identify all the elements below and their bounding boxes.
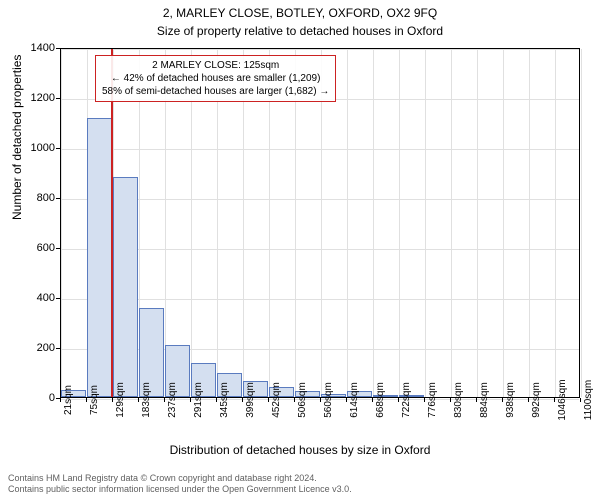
y-tick-label: 0: [15, 392, 55, 404]
y-tick-label: 600: [15, 242, 55, 254]
annotation-line1: 2 MARLEY CLOSE: 125sqm: [102, 59, 329, 72]
x-tick-label: 129sqm: [115, 382, 126, 418]
x-tick-label: 237sqm: [167, 382, 178, 418]
x-tick-label: 506sqm: [297, 382, 308, 418]
histogram-bar: [113, 177, 138, 397]
chart-container: 2, MARLEY CLOSE, BOTLEY, OXFORD, OX2 9FQ…: [0, 0, 600, 500]
x-tick-label: 75sqm: [89, 385, 100, 415]
x-tick-label: 452sqm: [271, 382, 282, 418]
x-tick-label: 291sqm: [193, 382, 204, 418]
x-tick-label: 722sqm: [401, 382, 412, 418]
x-tick-label: 614sqm: [349, 382, 360, 418]
footer-text: Contains HM Land Registry data © Crown c…: [8, 473, 352, 496]
y-tick-label: 1200: [15, 92, 55, 104]
x-tick-label: 776sqm: [427, 382, 438, 418]
y-tick-label: 1400: [15, 42, 55, 54]
x-tick-label: 992sqm: [531, 382, 542, 418]
y-tick-label: 1000: [15, 142, 55, 154]
x-tick-label: 21sqm: [63, 385, 74, 415]
y-tick-label: 400: [15, 292, 55, 304]
x-tick-label: 830sqm: [453, 382, 464, 418]
annotation-line3: 58% of semi-detached houses are larger (…: [102, 85, 329, 98]
x-tick-label: 1046sqm: [557, 379, 568, 420]
x-tick-label: 399sqm: [245, 382, 256, 418]
histogram-bar: [87, 118, 112, 397]
x-tick-label: 183sqm: [141, 382, 152, 418]
x-tick-label: 560sqm: [323, 382, 334, 418]
x-tick-label: 668sqm: [375, 382, 386, 418]
x-tick-label: 1100sqm: [583, 380, 594, 420]
annotation-line2: ← 42% of detached houses are smaller (1,…: [102, 72, 329, 85]
x-tick-label: 884sqm: [479, 382, 490, 418]
x-tick-label: 345sqm: [219, 382, 230, 418]
footer-line2: Contains public sector information licen…: [8, 484, 352, 496]
y-tick-label: 800: [15, 192, 55, 204]
x-tick-label: 938sqm: [505, 382, 516, 418]
annotation-box: 2 MARLEY CLOSE: 125sqm ← 42% of detached…: [95, 55, 336, 102]
x-axis-label: Distribution of detached houses by size …: [0, 443, 600, 457]
chart-subtitle: Size of property relative to detached ho…: [0, 24, 600, 38]
footer-line1: Contains HM Land Registry data © Crown c…: [8, 473, 352, 485]
y-tick-label: 200: [15, 342, 55, 354]
chart-title: 2, MARLEY CLOSE, BOTLEY, OXFORD, OX2 9FQ: [0, 6, 600, 20]
